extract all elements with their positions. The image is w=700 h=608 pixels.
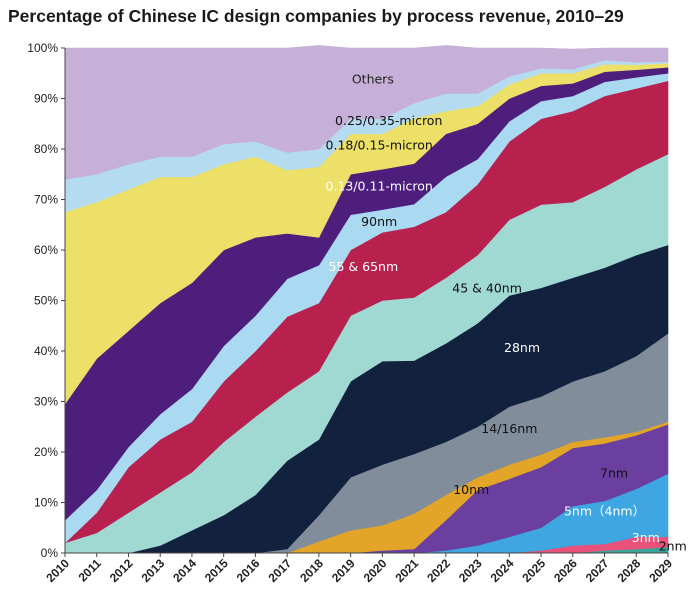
x-tick-label: 2021	[392, 556, 421, 585]
x-tick-label: 2025	[519, 556, 548, 585]
series-label: 10nm	[453, 482, 489, 497]
y-tick-label: 60%	[34, 243, 58, 257]
series-label: 3nm	[632, 530, 660, 545]
series-label: 0.13/0.11-micron	[326, 178, 433, 193]
x-tick-label: 2015	[202, 556, 231, 585]
x-tick-label: 2018	[297, 556, 326, 585]
x-tick-label: 2014	[170, 556, 199, 585]
area-series-13	[64, 45, 669, 180]
x-tick-label: 2024	[488, 556, 517, 585]
y-tick-label: 40%	[34, 344, 58, 358]
x-tick-label: 2023	[456, 556, 485, 585]
series-label: 90nm	[361, 214, 397, 229]
y-tick-label: 20%	[34, 445, 58, 459]
x-tick-label: 2011	[76, 556, 105, 585]
series-label: 0.25/0.35-micron	[335, 113, 442, 128]
x-tick-label: 2028	[615, 556, 644, 585]
chart-title: Percentage of Chinese IC design companie…	[8, 6, 624, 26]
y-tick-label: 80%	[34, 142, 58, 156]
series-label: 5nm（4nm）	[564, 504, 645, 519]
x-tick-label: 2026	[551, 556, 580, 585]
x-tick-label: 2020	[361, 556, 390, 585]
x-tick-label: 2012	[107, 556, 136, 585]
y-tick-label: 70%	[34, 193, 58, 207]
series-label: 28nm	[504, 340, 540, 355]
y-tick-label: 90%	[34, 92, 58, 106]
x-tick-label: 2016	[234, 556, 263, 585]
y-tick-label: 100%	[27, 41, 58, 55]
x-tick-label: 2029	[646, 556, 675, 585]
x-tick-label: 2019	[329, 556, 358, 585]
x-tick-label: 2017	[265, 556, 294, 585]
series-label: 7nm	[600, 465, 628, 480]
x-tick-label: 2010	[43, 556, 72, 585]
series-label: 0.18/0.15-micron	[326, 138, 433, 153]
series-label: 45 & 40nm	[452, 280, 522, 295]
series-label: Others	[352, 71, 394, 86]
y-tick-label: 50%	[34, 294, 58, 308]
y-tick-label: 0%	[41, 546, 59, 560]
x-tick-label: 2013	[139, 556, 168, 585]
x-tick-label: 2027	[583, 556, 612, 585]
y-tick-label: 10%	[34, 496, 58, 510]
x-tick-label: 2022	[424, 556, 453, 585]
y-tick-label: 30%	[34, 395, 58, 409]
series-label: 55 & 65nm	[329, 259, 399, 274]
series-label: 2nm	[659, 538, 687, 553]
series-label: 14/16nm	[481, 421, 537, 436]
